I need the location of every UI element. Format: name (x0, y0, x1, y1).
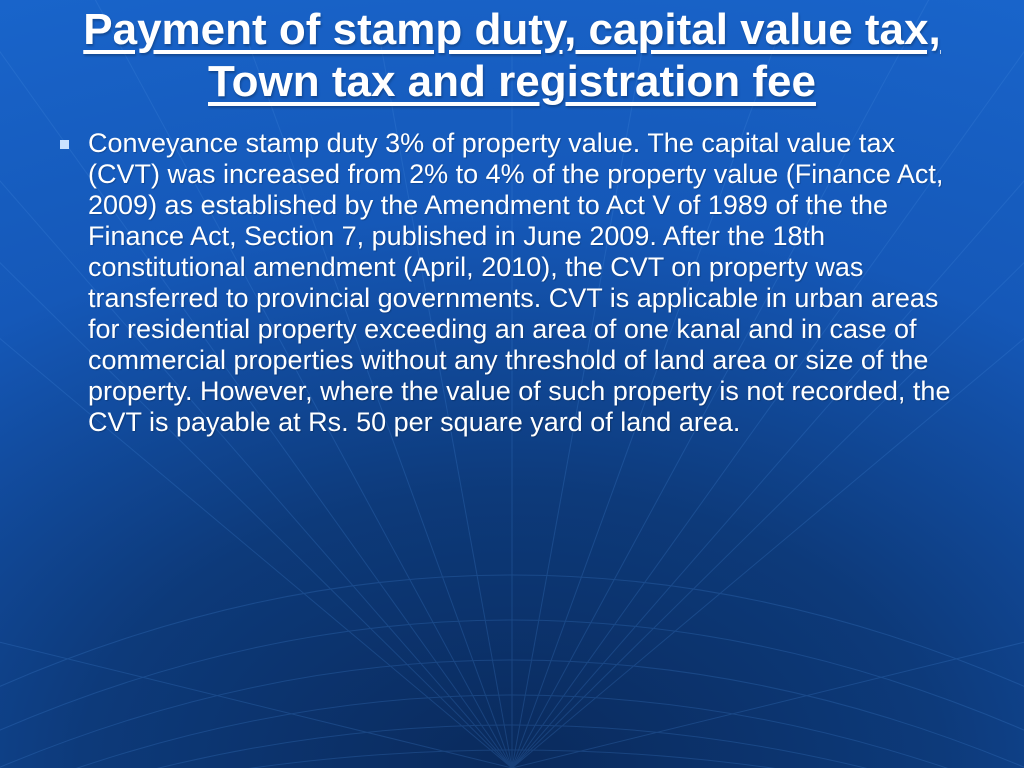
slide-title: Payment of stamp duty, capital value tax… (56, 0, 968, 128)
slide-container: Payment of stamp duty, capital value tax… (0, 0, 1024, 768)
bullet-list: Conveyance stamp duty 3% of property val… (56, 128, 968, 438)
bullet-item: Conveyance stamp duty 3% of property val… (88, 128, 968, 438)
